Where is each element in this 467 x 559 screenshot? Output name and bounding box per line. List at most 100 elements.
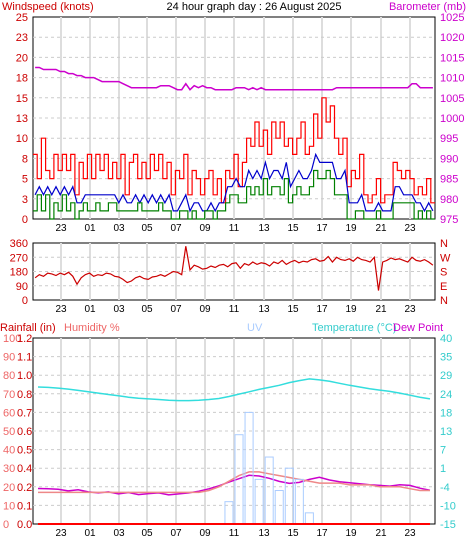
climate-panel-x-tick: 19 xyxy=(345,528,357,539)
humidity-tick: 50 xyxy=(3,426,15,438)
windspeed-tick: 23 xyxy=(16,32,28,44)
humidity-axis-label: Humidity % xyxy=(64,322,120,334)
graph-title: 24 hour graph day : 26 August 2025 xyxy=(167,1,342,13)
humidity-tick: 30 xyxy=(3,463,15,475)
climate-panel-x-tick: 15 xyxy=(287,528,299,539)
direction-panel-x-tick: 13 xyxy=(258,304,270,315)
temperature-tick: 35 xyxy=(440,352,452,364)
temperature-tick: -15 xyxy=(440,519,456,531)
wind-panel-x-tick: 23 xyxy=(404,223,416,234)
rainfall-tick: 1.2 xyxy=(17,333,32,345)
climate-panel-x-tick: 21 xyxy=(375,528,387,539)
rainfall-tick: 0.2 xyxy=(17,482,32,494)
temperature-tick: -4 xyxy=(440,482,450,494)
direction-degree-tick: 360 xyxy=(10,238,28,250)
temperature-tick: 29 xyxy=(440,370,452,382)
wind-panel-x-tick: 09 xyxy=(199,223,211,234)
direction-degree-tick: 0 xyxy=(22,295,28,307)
windspeed-axis-label: Windspeed (knots) xyxy=(2,1,94,13)
humidity-tick: 10 xyxy=(3,500,15,512)
series-wind-direction xyxy=(34,246,434,291)
series-wind-lull xyxy=(33,169,435,220)
direction-panel-x-tick: 19 xyxy=(345,304,357,315)
wind-panel-x-tick: 03 xyxy=(113,223,125,234)
barometer-tick: 990 xyxy=(440,153,458,165)
windspeed-tick: 0 xyxy=(22,214,28,226)
direction-panel-x-tick: 17 xyxy=(316,304,328,315)
direction-degree-tick: 90 xyxy=(16,281,28,293)
climate-panel-x-tick: 07 xyxy=(170,528,182,539)
temperature-tick: 7 xyxy=(440,445,446,457)
wind-panel-x-tick: 13 xyxy=(258,223,270,234)
barometer-tick: 1025 xyxy=(440,12,464,24)
climate-panel-x-tick: 17 xyxy=(316,528,328,539)
barometer-tick: 980 xyxy=(440,194,458,206)
humidity-tick: 0 xyxy=(3,519,9,531)
series-barometer xyxy=(35,66,433,91)
humidity-tick: 20 xyxy=(3,482,15,494)
rainfall-tick: 0.8 xyxy=(17,389,32,401)
wind-panel-x-tick: 19 xyxy=(345,223,357,234)
wind-panel-x-tick: 05 xyxy=(141,223,153,234)
barometer-tick: 995 xyxy=(440,133,458,145)
humidity-tick: 40 xyxy=(3,445,15,457)
uv-axis-label: UV xyxy=(247,322,263,334)
series-humidity xyxy=(38,471,430,494)
climate-panel-x-tick: 03 xyxy=(113,528,125,539)
series-wind-speed xyxy=(34,152,434,213)
rainfall-tick: 0.1 xyxy=(17,500,32,512)
climate-panel-x-tick: 05 xyxy=(141,528,153,539)
temperature-axis-label: Temperature (°C) xyxy=(312,322,396,334)
windspeed-tick: 13 xyxy=(16,113,28,125)
humidity-tick: 80 xyxy=(3,370,15,382)
series-temperature xyxy=(37,378,431,402)
temperature-tick: -10 xyxy=(440,500,456,512)
rainfall-tick: 0.6 xyxy=(17,426,32,438)
wind-panel-x-tick: 11 xyxy=(229,223,240,234)
direction-degree-tick: 180 xyxy=(10,267,28,279)
temperature-tick: 24 xyxy=(440,389,452,401)
direction-compass-tick: N xyxy=(440,238,448,250)
windspeed-tick: 20 xyxy=(16,52,28,64)
rainfall-tick: 0.5 xyxy=(17,445,32,457)
climate-panel-x-tick: 23 xyxy=(404,528,416,539)
climate-panel-x-tick: 09 xyxy=(199,528,211,539)
humidity-tick: 70 xyxy=(3,389,15,401)
barometer-tick: 1010 xyxy=(440,73,464,85)
direction-panel-x-tick: 21 xyxy=(375,304,387,315)
direction-panel-x-tick: 09 xyxy=(199,304,211,315)
rainfall-tick: 0.4 xyxy=(17,463,32,475)
wind-panel-x-tick: 07 xyxy=(170,223,182,234)
barometer-tick: 1020 xyxy=(440,32,464,44)
direction-compass-tick: S xyxy=(440,267,447,279)
wind-panel-x-tick: 17 xyxy=(316,223,328,234)
windspeed-tick: 3 xyxy=(22,194,28,206)
temperature-tick: 40 xyxy=(440,333,452,345)
climate-panel-x-tick: 13 xyxy=(258,528,270,539)
humidity-tick: 100 xyxy=(3,333,21,345)
windspeed-tick: 10 xyxy=(16,133,28,145)
direction-panel-x-tick: 01 xyxy=(84,304,96,315)
dewpoint-axis-label: Dew Point xyxy=(393,322,443,334)
rainfall-tick: 1.1 xyxy=(17,352,32,364)
barometer-axis-label: Barometer (mb) xyxy=(389,1,466,13)
barometer-tick: 985 xyxy=(440,174,458,186)
humidity-tick: 90 xyxy=(3,352,15,364)
barometer-tick: 1015 xyxy=(440,52,464,64)
direction-panel-x-tick: 23 xyxy=(55,304,67,315)
wind-panel-x-tick: 21 xyxy=(375,223,387,234)
series-wind-gust xyxy=(33,97,435,204)
direction-panel-x-tick: 15 xyxy=(287,304,299,315)
wind-panel-x-tick: 15 xyxy=(287,223,299,234)
temperature-tick: 13 xyxy=(440,426,452,438)
windspeed-tick: 18 xyxy=(16,73,28,85)
direction-compass-tick: E xyxy=(440,281,447,293)
barometer-tick: 975 xyxy=(440,214,458,226)
barometer-tick: 1000 xyxy=(440,113,464,125)
windspeed-tick: 8 xyxy=(22,153,28,165)
rainfall-axis-label: Rainfall (in) xyxy=(0,322,56,334)
direction-compass-tick: N xyxy=(440,295,448,307)
direction-panel-x-tick: 05 xyxy=(141,304,153,315)
direction-panel-x-tick: 23 xyxy=(404,304,416,315)
